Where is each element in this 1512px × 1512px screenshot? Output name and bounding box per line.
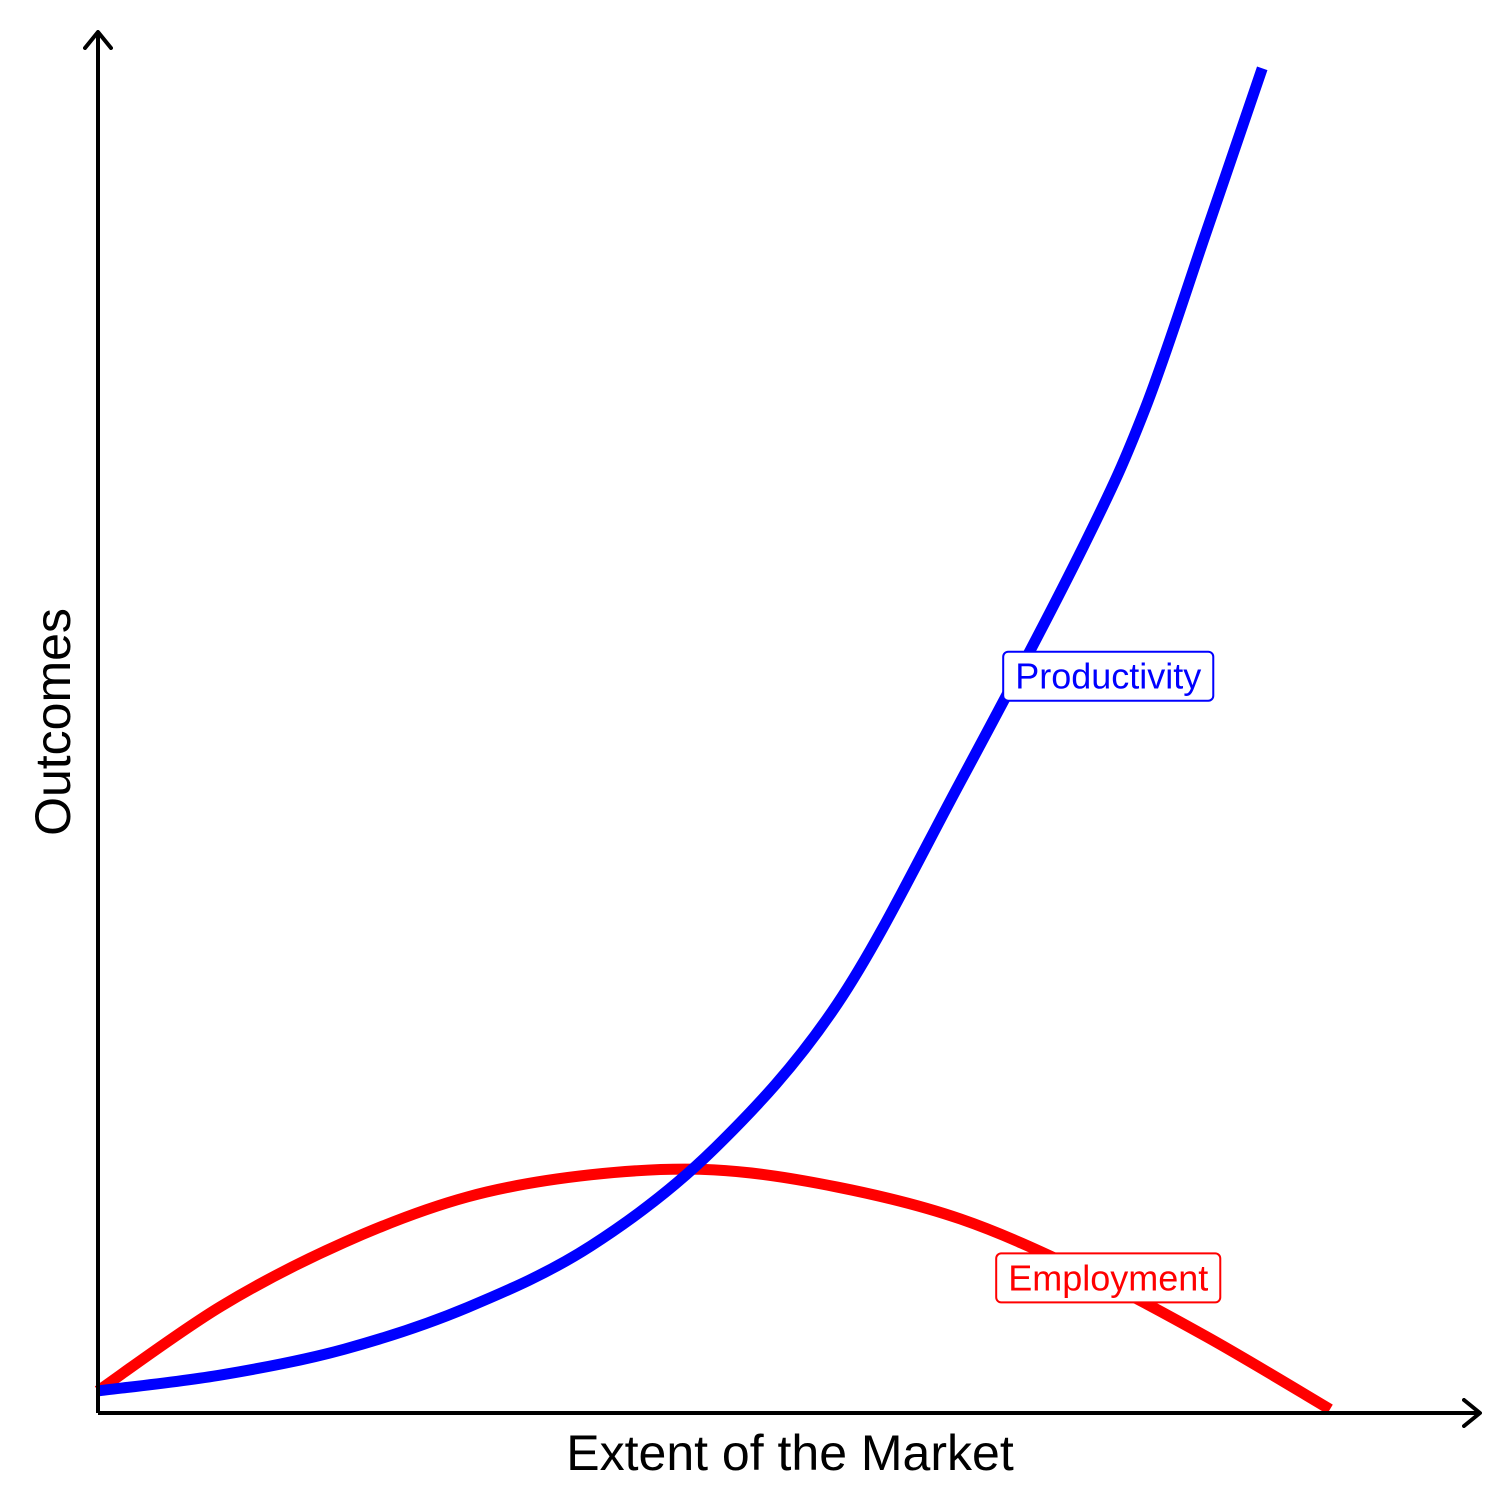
productivity-line <box>97 66 1268 1397</box>
employment-label: Employment <box>995 1252 1222 1304</box>
label-layer: Productivity Employment <box>995 650 1222 1304</box>
productivity-label: Productivity <box>1002 650 1215 702</box>
productivity-label-text: Productivity <box>1015 656 1201 697</box>
series-layer <box>94 66 1333 1415</box>
employment-label-text: Employment <box>1008 1257 1208 1298</box>
x-axis-label: Extent of the Market <box>566 1425 1014 1481</box>
productivity-label-box <box>1002 650 1215 702</box>
y-axis-label: Outcomes <box>25 608 81 836</box>
employment-label-box <box>995 1252 1222 1304</box>
